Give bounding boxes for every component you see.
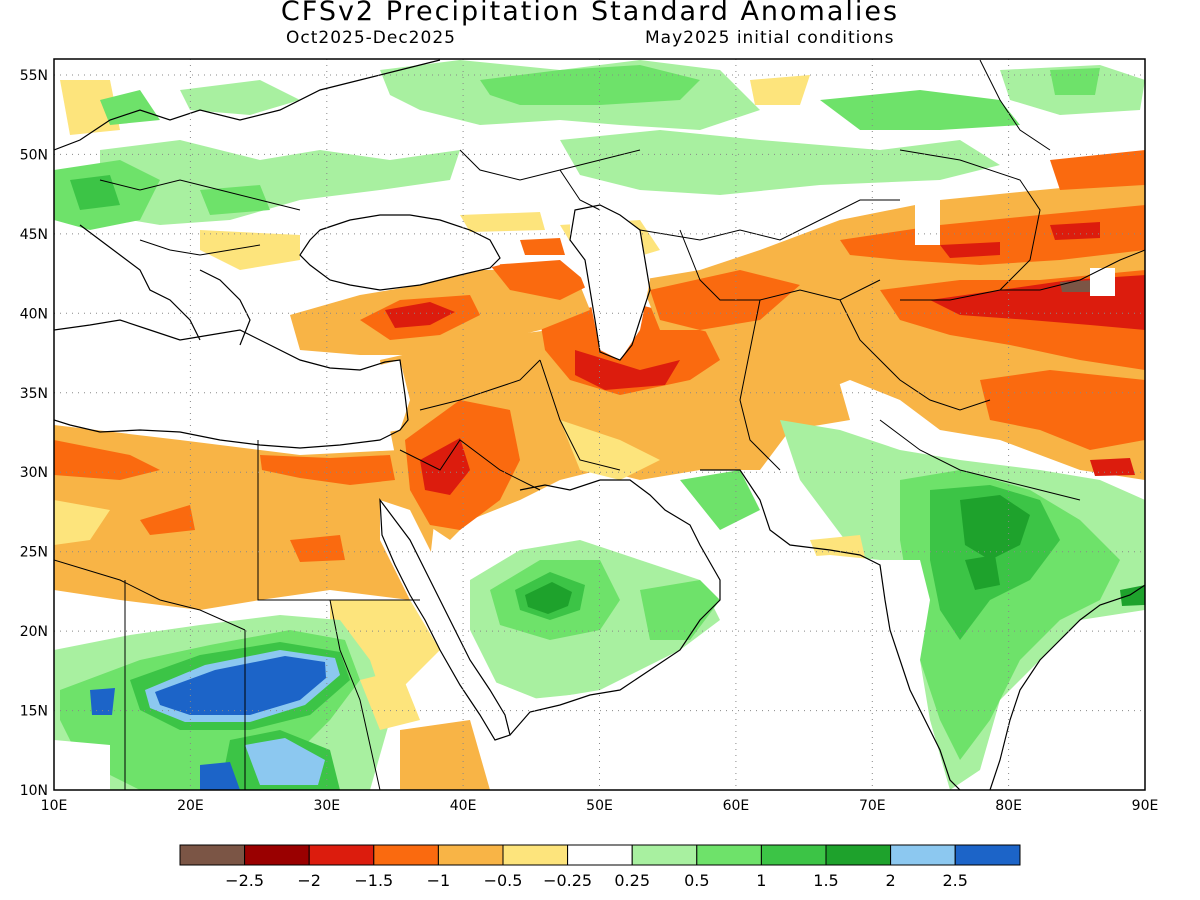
lon-label: 50E xyxy=(586,798,613,814)
colorbar-swatch xyxy=(179,844,246,866)
lat-label: 35N xyxy=(20,386,48,402)
colorbar-swatch xyxy=(502,844,569,866)
lon-label: 70E xyxy=(859,798,886,814)
colorbar-swatch xyxy=(308,844,375,866)
dry-region-turkey xyxy=(200,230,590,355)
sea-masks xyxy=(54,200,1115,790)
lon-label: 10E xyxy=(41,798,68,814)
lat-label: 20N xyxy=(20,624,48,640)
lon-label: 20E xyxy=(177,798,204,814)
wet-region-sahel xyxy=(54,615,490,790)
colorbar-label: −0.5 xyxy=(484,871,523,890)
colorbar-label: −1 xyxy=(427,871,451,890)
colorbar-label: 1.5 xyxy=(813,871,838,890)
chart-title: CFSv2 Precipitation Standard Anomalies xyxy=(280,0,900,27)
colorbar xyxy=(179,844,1021,866)
dry-region-north-africa xyxy=(54,425,440,690)
colorbar-swatch xyxy=(890,844,956,866)
initial-conditions: May2025 initial conditions xyxy=(645,28,895,48)
colorbar-swatch xyxy=(696,844,762,866)
lat-label: 30N xyxy=(20,465,48,481)
lat-label: 55N xyxy=(20,68,48,84)
plot-frame xyxy=(53,58,1146,791)
lat-label: 40N xyxy=(20,306,48,322)
longitude-labels: 10E 20E 30E 40E 50E 60E 70E 80E 90E xyxy=(41,798,1159,814)
colorbar-swatch xyxy=(760,844,827,866)
colorbar-swatch xyxy=(437,844,504,866)
colorbar-label: −1.5 xyxy=(354,871,393,890)
colorbar-label: 0.25 xyxy=(614,871,650,890)
colorbar-swatch xyxy=(244,844,310,866)
colorbar-label: 1 xyxy=(756,871,766,890)
colorbar-swatch xyxy=(825,844,892,866)
country-borders xyxy=(54,59,1145,790)
lat-label: 50N xyxy=(20,147,48,163)
lon-label: 80E xyxy=(995,798,1022,814)
colorbar-labels: −2.5 −2 −1.5 −1 −0.5 −0.25 0.25 0.5 1 1.… xyxy=(225,871,968,890)
colorbar-label: 2 xyxy=(886,871,896,890)
colorbar-label: −2.5 xyxy=(225,871,264,890)
wet-region-europe xyxy=(54,60,1145,230)
lat-label: 10N xyxy=(20,783,48,799)
colorbar-swatch xyxy=(631,844,698,866)
colorbar-swatch xyxy=(373,844,439,866)
lon-label: 30E xyxy=(313,798,340,814)
lat-label: 45N xyxy=(20,227,48,243)
lat-label: 25N xyxy=(20,545,48,561)
colorbar-label: −2 xyxy=(297,871,321,890)
map-plot-area xyxy=(54,59,1145,790)
lat-label: 15N xyxy=(20,704,48,720)
colorbar-label: 0.5 xyxy=(684,871,709,890)
colorbar-label: −0.25 xyxy=(543,871,592,890)
lon-label: 90E xyxy=(1132,798,1159,814)
colorbar-label: 2.5 xyxy=(942,871,967,890)
colorbar-swatch xyxy=(567,844,633,866)
lon-label: 40E xyxy=(450,798,477,814)
latitude-labels: 55N 50N 45N 40N 35N 30N 25N 20N 15N 10N xyxy=(20,68,48,799)
dry-region-central-asia xyxy=(60,75,1145,480)
forecast-period: Oct2025-Dec2025 xyxy=(286,28,456,48)
lon-label: 60E xyxy=(723,798,750,814)
colorbar-swatch xyxy=(954,844,1021,866)
wet-region-arabia xyxy=(470,470,760,700)
